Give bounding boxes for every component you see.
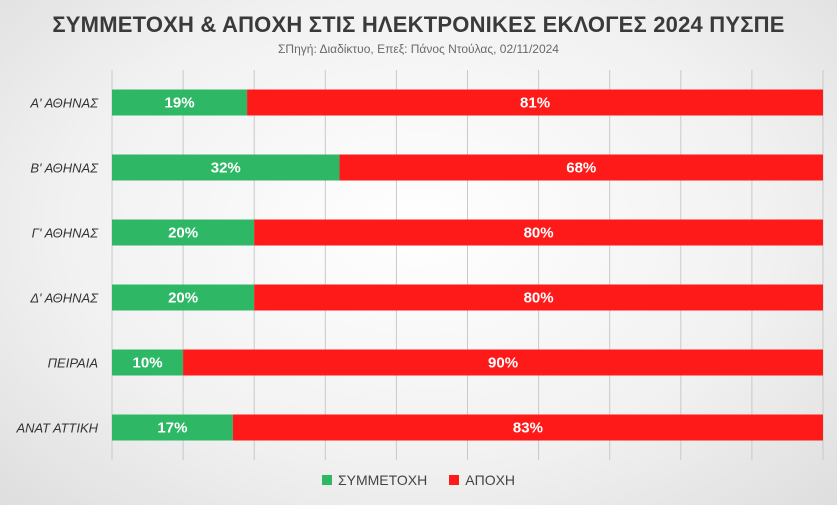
data-label-abstention-3: 80% xyxy=(524,290,554,307)
bar-abstention-2 xyxy=(254,219,823,246)
data-label-participation-1: 32% xyxy=(211,160,241,177)
data-label-abstention-4: 90% xyxy=(488,355,518,372)
data-label-abstention-0: 81% xyxy=(520,95,550,112)
category-label-0: Α' ΑΘΗΝΑΣ xyxy=(29,96,99,111)
data-label-participation-3: 20% xyxy=(168,290,198,307)
category-label-1: Β' ΑΘΗΝΑΣ xyxy=(30,161,99,176)
data-label-abstention-1: 68% xyxy=(566,160,596,177)
category-label-2: Γ' ΑΘΗΝΑΣ xyxy=(32,226,100,241)
bar-participation-3 xyxy=(112,284,255,311)
data-label-participation-5: 17% xyxy=(157,420,187,437)
legend-label-participation: ΣΥΜΜΕΤΟΧΗ xyxy=(337,472,428,488)
bar-participation-2 xyxy=(112,219,255,246)
bar-participation-5 xyxy=(112,414,233,441)
category-label-5: ΑΝΑΤ ΑΤΤΙΚΗ xyxy=(16,421,99,436)
legend-swatch-abstention xyxy=(449,475,460,485)
bar-abstention-0 xyxy=(247,89,824,116)
bar-abstention-5 xyxy=(232,414,823,441)
category-label-3: Δ' ΑΘΗΝΑΣ xyxy=(29,291,99,306)
bar-abstention-1 xyxy=(339,154,823,181)
legend-item-participation: ΣΥΜΜΕΤΟΧΗ xyxy=(321,472,428,488)
legend-item-abstention: ΑΠΟΧΗ xyxy=(449,472,515,488)
data-label-participation-0: 19% xyxy=(165,95,195,112)
bar-abstention-3 xyxy=(254,284,823,311)
category-label-4: ΠΕΙΡΑΙΑ xyxy=(48,356,98,371)
chart-title: ΣΥΜΜΕΤΟΧΗ & ΑΠΟΧΗ ΣΤΙΣ ΗΛΕΚΤΡΟΝΙΚΕΣ ΕΚΛΟ… xyxy=(52,12,785,37)
legend-label-abstention: ΑΠΟΧΗ xyxy=(465,472,516,488)
bar-abstention-4 xyxy=(183,349,824,376)
data-label-participation-2: 20% xyxy=(168,225,198,242)
data-label-abstention-2: 80% xyxy=(524,225,554,242)
bar-participation-0 xyxy=(112,89,248,116)
legend: ΣΥΜΜΕΤΟΧΗ ΑΠΟΧΗ xyxy=(0,472,837,488)
data-label-abstention-5: 83% xyxy=(513,420,543,437)
bar-participation-1 xyxy=(112,154,340,181)
data-label-participation-4: 10% xyxy=(133,355,163,372)
legend-swatch-participation xyxy=(321,475,332,485)
chart-subtitle: ΣΠηγή: Διαδίκτυο, Επεξ: Πάνος Ντούλας, 0… xyxy=(278,42,559,56)
bar-participation-4 xyxy=(112,349,184,376)
